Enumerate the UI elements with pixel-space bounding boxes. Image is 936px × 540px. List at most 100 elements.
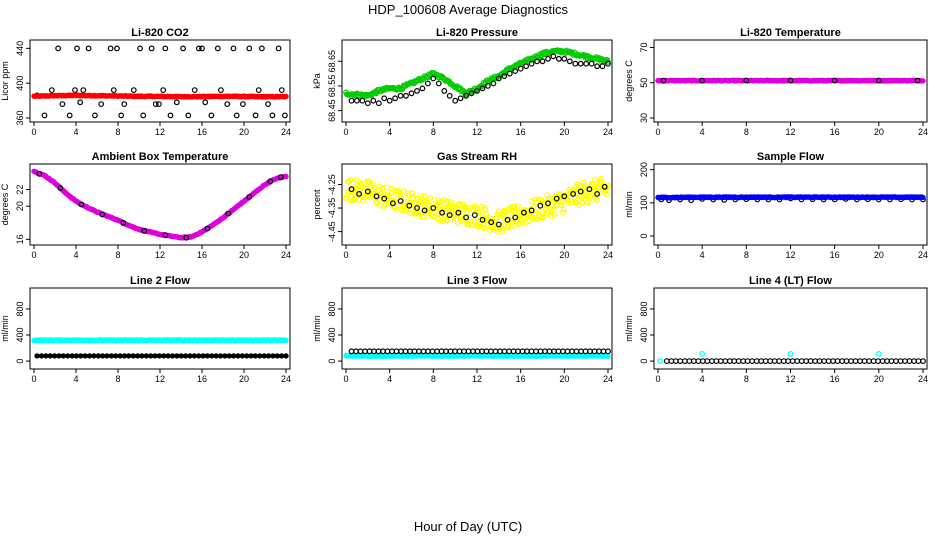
data-point xyxy=(99,353,106,359)
x-tick-label: 24 xyxy=(918,127,928,137)
data-point xyxy=(446,201,453,208)
x-tick-label: 20 xyxy=(874,127,884,137)
series-0 xyxy=(343,47,611,100)
data-point xyxy=(112,353,119,359)
data-point xyxy=(356,190,363,197)
x-tick-label: 4 xyxy=(387,374,392,384)
x-tick-label: 12 xyxy=(155,374,165,384)
y-tick-label: 400 xyxy=(15,328,25,343)
data-point xyxy=(407,199,414,206)
data-point xyxy=(267,178,274,185)
x-tick-label: 16 xyxy=(830,127,840,137)
data-point xyxy=(348,97,355,104)
data-point xyxy=(540,213,547,220)
data-point xyxy=(140,112,147,119)
y-tick-label: 800 xyxy=(327,301,337,316)
data-point xyxy=(572,60,579,67)
data-point xyxy=(454,210,461,217)
data-point xyxy=(99,211,106,218)
data-point xyxy=(239,353,245,359)
panel-title: Li-820 CO2 xyxy=(131,27,188,39)
data-point xyxy=(160,87,167,93)
data-point xyxy=(86,353,93,359)
data-point xyxy=(152,353,158,359)
data-point xyxy=(283,337,289,344)
data-point xyxy=(283,173,289,180)
y-tick-label: -4.35 xyxy=(327,198,337,219)
data-point xyxy=(599,63,606,70)
series-1 xyxy=(36,170,284,241)
x-tick-label: 8 xyxy=(431,127,436,137)
page-title: HDP_100608 Average Diagnostics xyxy=(368,2,568,17)
data-point xyxy=(490,80,497,87)
data-point xyxy=(587,193,594,200)
data-point xyxy=(446,205,453,211)
data-point xyxy=(831,77,838,84)
data-point xyxy=(920,358,926,365)
y-axis-label: degrees C xyxy=(624,60,634,102)
data-point xyxy=(259,45,265,52)
data-point xyxy=(408,90,415,97)
x-tick-label: 20 xyxy=(239,127,249,137)
data-point xyxy=(243,353,250,359)
data-point xyxy=(47,353,53,359)
plot-frame xyxy=(29,39,291,123)
data-point xyxy=(173,99,180,106)
data-point xyxy=(353,177,360,183)
data-point xyxy=(48,87,55,93)
x-tick-label: 12 xyxy=(155,127,165,137)
data-point xyxy=(346,178,353,185)
data-point xyxy=(577,60,584,67)
series-1 xyxy=(348,183,608,228)
data-point xyxy=(396,188,403,195)
x-tick-label: 16 xyxy=(830,374,840,384)
data-point xyxy=(162,45,169,52)
data-point xyxy=(565,199,572,206)
data-point xyxy=(553,195,560,202)
data-point xyxy=(226,353,232,359)
data-point xyxy=(165,353,171,359)
data-point xyxy=(167,112,174,119)
data-point xyxy=(504,216,511,223)
data-point xyxy=(375,100,382,107)
data-point xyxy=(130,353,136,359)
data-point xyxy=(246,45,253,52)
y-axis-label: ml/min xyxy=(624,315,634,342)
x-tick-label: 4 xyxy=(73,250,78,260)
data-point xyxy=(390,200,396,207)
data-point xyxy=(225,210,232,217)
data-point xyxy=(488,219,495,226)
panel-7: Line 3 Flow ml/min 0 4 8 12 16 20 24 0 400 800 xyxy=(312,275,613,384)
x-tick-label: 0 xyxy=(343,250,348,260)
data-point xyxy=(233,112,240,119)
y-tick-label: 68.65 xyxy=(327,50,337,73)
data-point xyxy=(278,87,285,93)
data-point xyxy=(370,97,377,104)
data-point xyxy=(558,201,564,208)
data-point xyxy=(403,207,409,214)
data-point xyxy=(657,358,664,365)
data-point xyxy=(787,77,794,84)
data-point xyxy=(214,45,221,52)
data-point xyxy=(423,197,429,204)
plot-area xyxy=(655,77,926,84)
data-point xyxy=(130,87,137,93)
panel-4: Gas Stream RH percent 0 4 8 12 16 20 24 -4.45 -4.3… xyxy=(312,151,613,260)
data-point xyxy=(416,212,423,219)
data-point xyxy=(269,112,276,119)
data-point xyxy=(59,101,66,107)
data-point xyxy=(388,185,394,192)
data-point xyxy=(534,58,540,65)
x-tick-label: 20 xyxy=(874,374,884,384)
data-point xyxy=(577,188,584,195)
data-point xyxy=(246,194,253,200)
data-point xyxy=(539,58,546,65)
data-point xyxy=(501,73,508,79)
plot-frame xyxy=(653,287,928,370)
data-point xyxy=(199,45,205,52)
data-point xyxy=(120,219,127,226)
x-tick-label: 4 xyxy=(387,250,392,260)
data-point xyxy=(397,191,404,197)
data-point xyxy=(430,205,437,211)
